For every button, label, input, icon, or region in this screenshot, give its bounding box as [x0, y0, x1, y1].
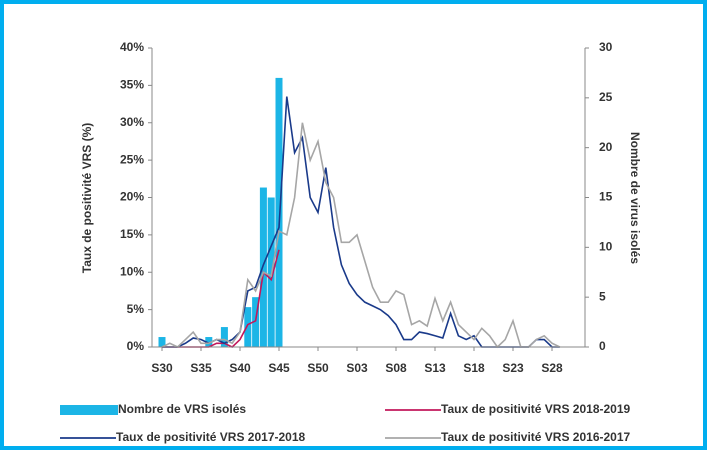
x-tick-label: S45: [268, 361, 290, 375]
x-tick-label: S23: [502, 361, 524, 375]
y2-tick-label: 10: [599, 240, 613, 254]
y-axis-title: Taux de positivité VRS (%): [80, 123, 94, 273]
legend-label: Taux de positivité VRS 2016-2017: [441, 430, 631, 444]
legend-swatch: [60, 405, 118, 415]
bar: [275, 77, 283, 348]
x-tick-label: S40: [229, 361, 251, 375]
x-tick-label: S03: [346, 361, 368, 375]
legend-label: Taux de positivité VRS 2018-2019: [441, 402, 631, 416]
x-tick-label: S30: [151, 361, 173, 375]
y2-tick-label: 15: [599, 190, 613, 204]
y-tick-label: 15%: [120, 227, 144, 241]
x-tick-label: S18: [463, 361, 485, 375]
y-tick-label: 10%: [120, 264, 144, 278]
y-tick-label: 30%: [120, 115, 144, 129]
y2-tick-label: 30: [599, 40, 613, 54]
y-tick-label: 25%: [120, 152, 144, 166]
y-tick-label: 40%: [120, 40, 144, 54]
y-tick-label: 20%: [120, 190, 144, 204]
y-tick-label: 35%: [120, 78, 144, 92]
bar: [158, 337, 166, 347]
y2-tick-label: 5: [599, 289, 606, 303]
y2-tick-label: 0: [599, 339, 606, 353]
x-tick-label: S08: [385, 361, 407, 375]
x-tick-label: S50: [307, 361, 329, 375]
legend-label: Nombre de VRS isolés: [118, 402, 246, 416]
line: [161, 122, 561, 349]
bar: [244, 307, 252, 347]
y-tick-label: 0%: [127, 339, 145, 353]
y2-axis-title: Nombre de virus isolés: [628, 132, 642, 264]
bar: [205, 337, 213, 347]
bar: [259, 187, 267, 347]
y-tick-label: 5%: [127, 302, 145, 316]
bar: [220, 327, 228, 347]
y2-tick-label: 20: [599, 140, 613, 154]
legend-label: Taux de positivité VRS 2017-2018: [116, 430, 306, 444]
x-tick-label: S13: [424, 361, 446, 375]
y2-tick-label: 25: [599, 90, 613, 104]
x-tick-label: S28: [541, 361, 563, 375]
bar: [252, 297, 260, 347]
x-tick-label: S35: [190, 361, 212, 375]
legend: Nombre de VRS isolés Taux de positivité V…: [60, 402, 631, 444]
